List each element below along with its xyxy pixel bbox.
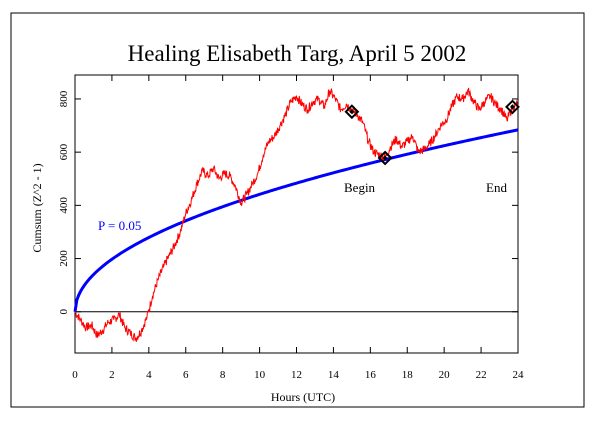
x-tick-label: 2 xyxy=(109,369,115,381)
x-axis: 0 2 4 6 8 10 12 14 16 18 20 22 24 xyxy=(72,75,524,381)
y-tick-label: 400 xyxy=(58,197,70,214)
x-tick-label: 16 xyxy=(365,369,377,381)
x-tick-label: 10 xyxy=(254,369,266,381)
x-tick-label: 6 xyxy=(183,369,189,381)
diamond-marker xyxy=(377,150,393,166)
x-tick-label: 22 xyxy=(476,369,487,381)
diamond-marker xyxy=(344,104,360,120)
diamond-marker xyxy=(505,99,520,115)
x-tick-label: 24 xyxy=(513,369,525,381)
diamond-marker-center xyxy=(382,155,388,161)
x-tick-label: 20 xyxy=(439,369,451,381)
y-tick-label: 0 xyxy=(58,309,70,315)
y-tick-label: 200 xyxy=(58,250,70,267)
x-tick-label: 18 xyxy=(402,369,414,381)
event-marker xyxy=(505,99,520,115)
x-tick-label: 0 xyxy=(72,369,78,381)
event-marker xyxy=(377,150,393,166)
diamond-marker-center xyxy=(509,104,515,110)
event-marker xyxy=(344,104,360,120)
diamond-marker-center xyxy=(349,109,355,115)
y-tick-label: 600 xyxy=(58,143,70,160)
chart-title: Healing Elisabeth Targ, April 5 2002 xyxy=(128,41,467,66)
outer-border xyxy=(10,12,585,408)
cumsum-series-line xyxy=(74,87,519,342)
x-tick-label: 4 xyxy=(146,369,152,381)
probability-curve-line xyxy=(73,128,519,313)
y-axis: 0 200 400 600 800 xyxy=(58,90,518,315)
x-axis-label: Hours (UTC) xyxy=(271,390,335,404)
x-tick-label: 8 xyxy=(220,369,226,381)
x-tick-label: 14 xyxy=(328,369,340,381)
y-tick-label: 800 xyxy=(58,90,70,107)
end-annotation: End xyxy=(486,180,507,195)
y-axis-label: Cumsum (Z^2 - 1) xyxy=(30,163,44,252)
event-markers xyxy=(344,99,520,166)
begin-annotation: Begin xyxy=(344,180,376,195)
x-tick-label: 12 xyxy=(291,369,302,381)
probability-label: P = 0.05 xyxy=(98,218,141,233)
